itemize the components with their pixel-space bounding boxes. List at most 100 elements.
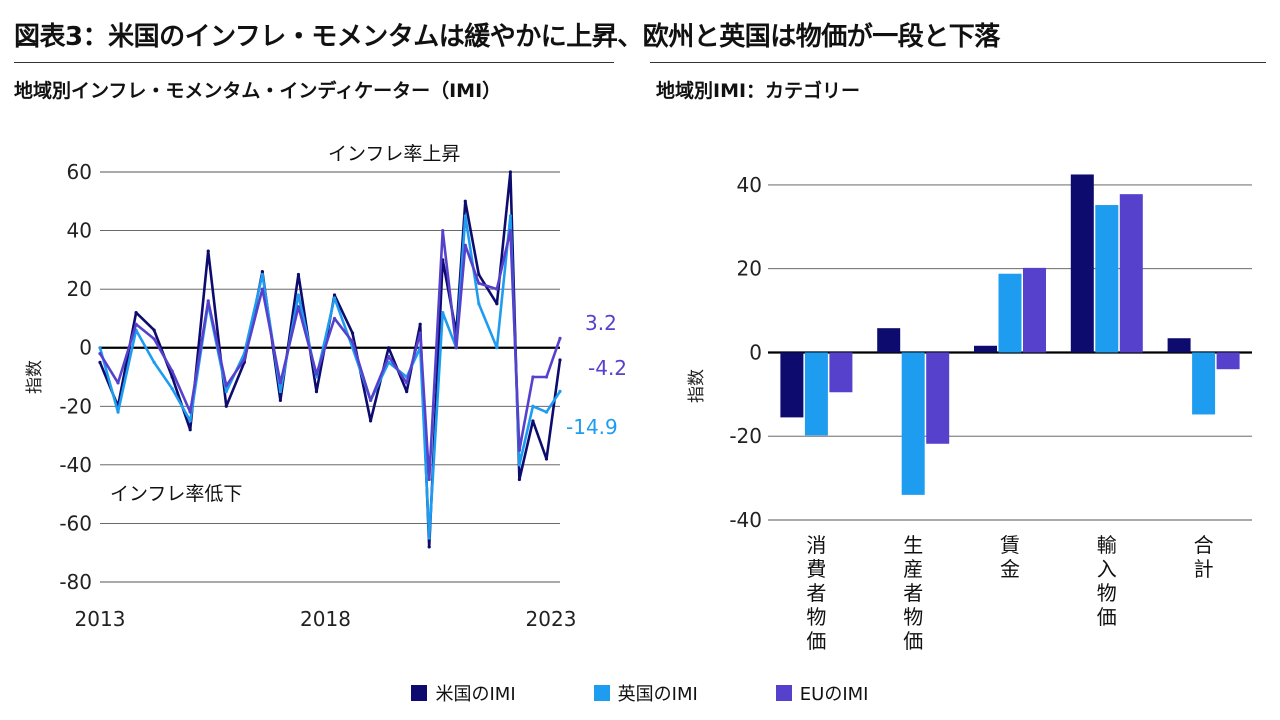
category-label-char: 金 (1000, 557, 1020, 581)
category-label-char: 消 (806, 533, 826, 557)
y-tick-label: -60 (59, 511, 92, 535)
y-tick-label: 20 (67, 277, 92, 301)
category-label-char: 者 (903, 581, 923, 605)
legend-swatch-eu (775, 685, 792, 701)
legend-item-eu: EUのIMI (775, 680, 869, 706)
bar-imi (1192, 352, 1216, 415)
data-point (188, 410, 192, 414)
data-point (314, 375, 319, 379)
data-point (387, 346, 391, 350)
data-point (495, 302, 499, 306)
bar-imi (877, 328, 901, 353)
page-title: 図表3：米国のインフレ・モメンタムは緩やかに上昇、欧州と英国は物価が一段と下落 (14, 22, 1000, 52)
data-point (405, 390, 409, 394)
data-point (116, 410, 120, 414)
data-point (98, 346, 102, 350)
data-point (441, 228, 445, 233)
data-point (296, 293, 301, 297)
data-point (332, 293, 337, 297)
data-point (495, 287, 499, 291)
y-tick-label: 60 (67, 160, 92, 184)
data-point (170, 375, 174, 379)
line-chart: 60 40 20 0 -20 -40 -60 -80 2013 2018 2023 指数 インフレ率上昇… (25, 143, 627, 631)
data-point (350, 331, 355, 335)
data-point (98, 360, 102, 364)
y-tick-label: -40 (59, 453, 92, 477)
data-point (224, 384, 228, 388)
bar-euimi (926, 352, 950, 444)
bar-chart-title: 地域別IMI：カテゴリー (656, 80, 861, 102)
data-point (418, 322, 422, 326)
data-point (517, 463, 522, 467)
data-point (314, 390, 319, 394)
title-rule-left (14, 62, 614, 63)
data-point (296, 272, 301, 277)
data-point (517, 448, 522, 452)
legend-label-us: 米国のIMI (435, 684, 516, 705)
bar-imi (901, 352, 925, 495)
data-point (206, 299, 210, 303)
y-tick-label: -80 (59, 570, 92, 594)
data-point (278, 398, 282, 403)
data-point (544, 410, 549, 414)
data-point (495, 346, 499, 350)
data-point (242, 357, 246, 362)
data-point (477, 302, 481, 306)
data-point (206, 249, 210, 253)
bar-imi (1167, 338, 1191, 353)
bar-imi (804, 352, 828, 436)
bar-euimi (1119, 194, 1143, 353)
category-label-char: 計 (1194, 557, 1214, 581)
data-point (418, 331, 422, 335)
y-axis-label: 指数 (25, 360, 45, 394)
data-point (463, 199, 467, 203)
bar-euimi (1023, 267, 1046, 353)
x-tick-label: 2018 (300, 607, 351, 631)
data-point (314, 372, 319, 376)
data-point (134, 310, 138, 315)
bar-imi (1095, 205, 1119, 353)
y-tick-label: -20 (59, 394, 92, 418)
category-label-char: 賃 (1000, 533, 1020, 557)
data-point (278, 390, 282, 394)
annotation-rising: インフレ率上昇 (328, 143, 460, 165)
data-point (368, 419, 373, 423)
legend-item-us: 米国のIMI (411, 680, 516, 706)
legend: 米国のIMI 英国のIMI EUのIMI (0, 680, 1280, 706)
title-rule-right (650, 62, 1266, 63)
data-point (98, 351, 102, 356)
x-tick-label: 2023 (526, 607, 577, 631)
line-chart-title: 地域別インフレ・モメンタム・インディケーター（IMI） (14, 80, 502, 102)
data-point (152, 328, 156, 332)
data-point (296, 305, 301, 309)
legend-item-uk: 英国のIMI (593, 680, 698, 706)
data-point (116, 381, 120, 385)
end-label: 3.2 (585, 311, 617, 335)
category-label-char: 物 (1097, 581, 1117, 605)
data-point (368, 398, 373, 403)
data-point (387, 354, 391, 359)
x-tick-label: 2013 (75, 607, 126, 631)
data-point (427, 477, 431, 482)
data-point (152, 360, 156, 364)
data-point (224, 404, 228, 408)
y-tick-label: 40 (67, 219, 92, 243)
series-line-euimi (98, 229, 562, 481)
bar-euimi (829, 352, 853, 393)
category-label-char: 費 (806, 557, 826, 581)
data-point (463, 214, 467, 218)
category-label-char: 産 (903, 557, 923, 581)
data-point (405, 381, 409, 385)
data-point (463, 243, 467, 247)
data-point (508, 228, 512, 233)
bar-imi (1070, 174, 1094, 353)
data-point (477, 281, 481, 285)
data-point (278, 381, 282, 385)
data-point (260, 272, 264, 277)
data-point (332, 296, 337, 300)
data-point (260, 287, 264, 291)
legend-label-uk: 英国のIMI (617, 684, 698, 705)
bar-imi (974, 345, 997, 353)
category-label-char: 輸 (1097, 533, 1117, 557)
